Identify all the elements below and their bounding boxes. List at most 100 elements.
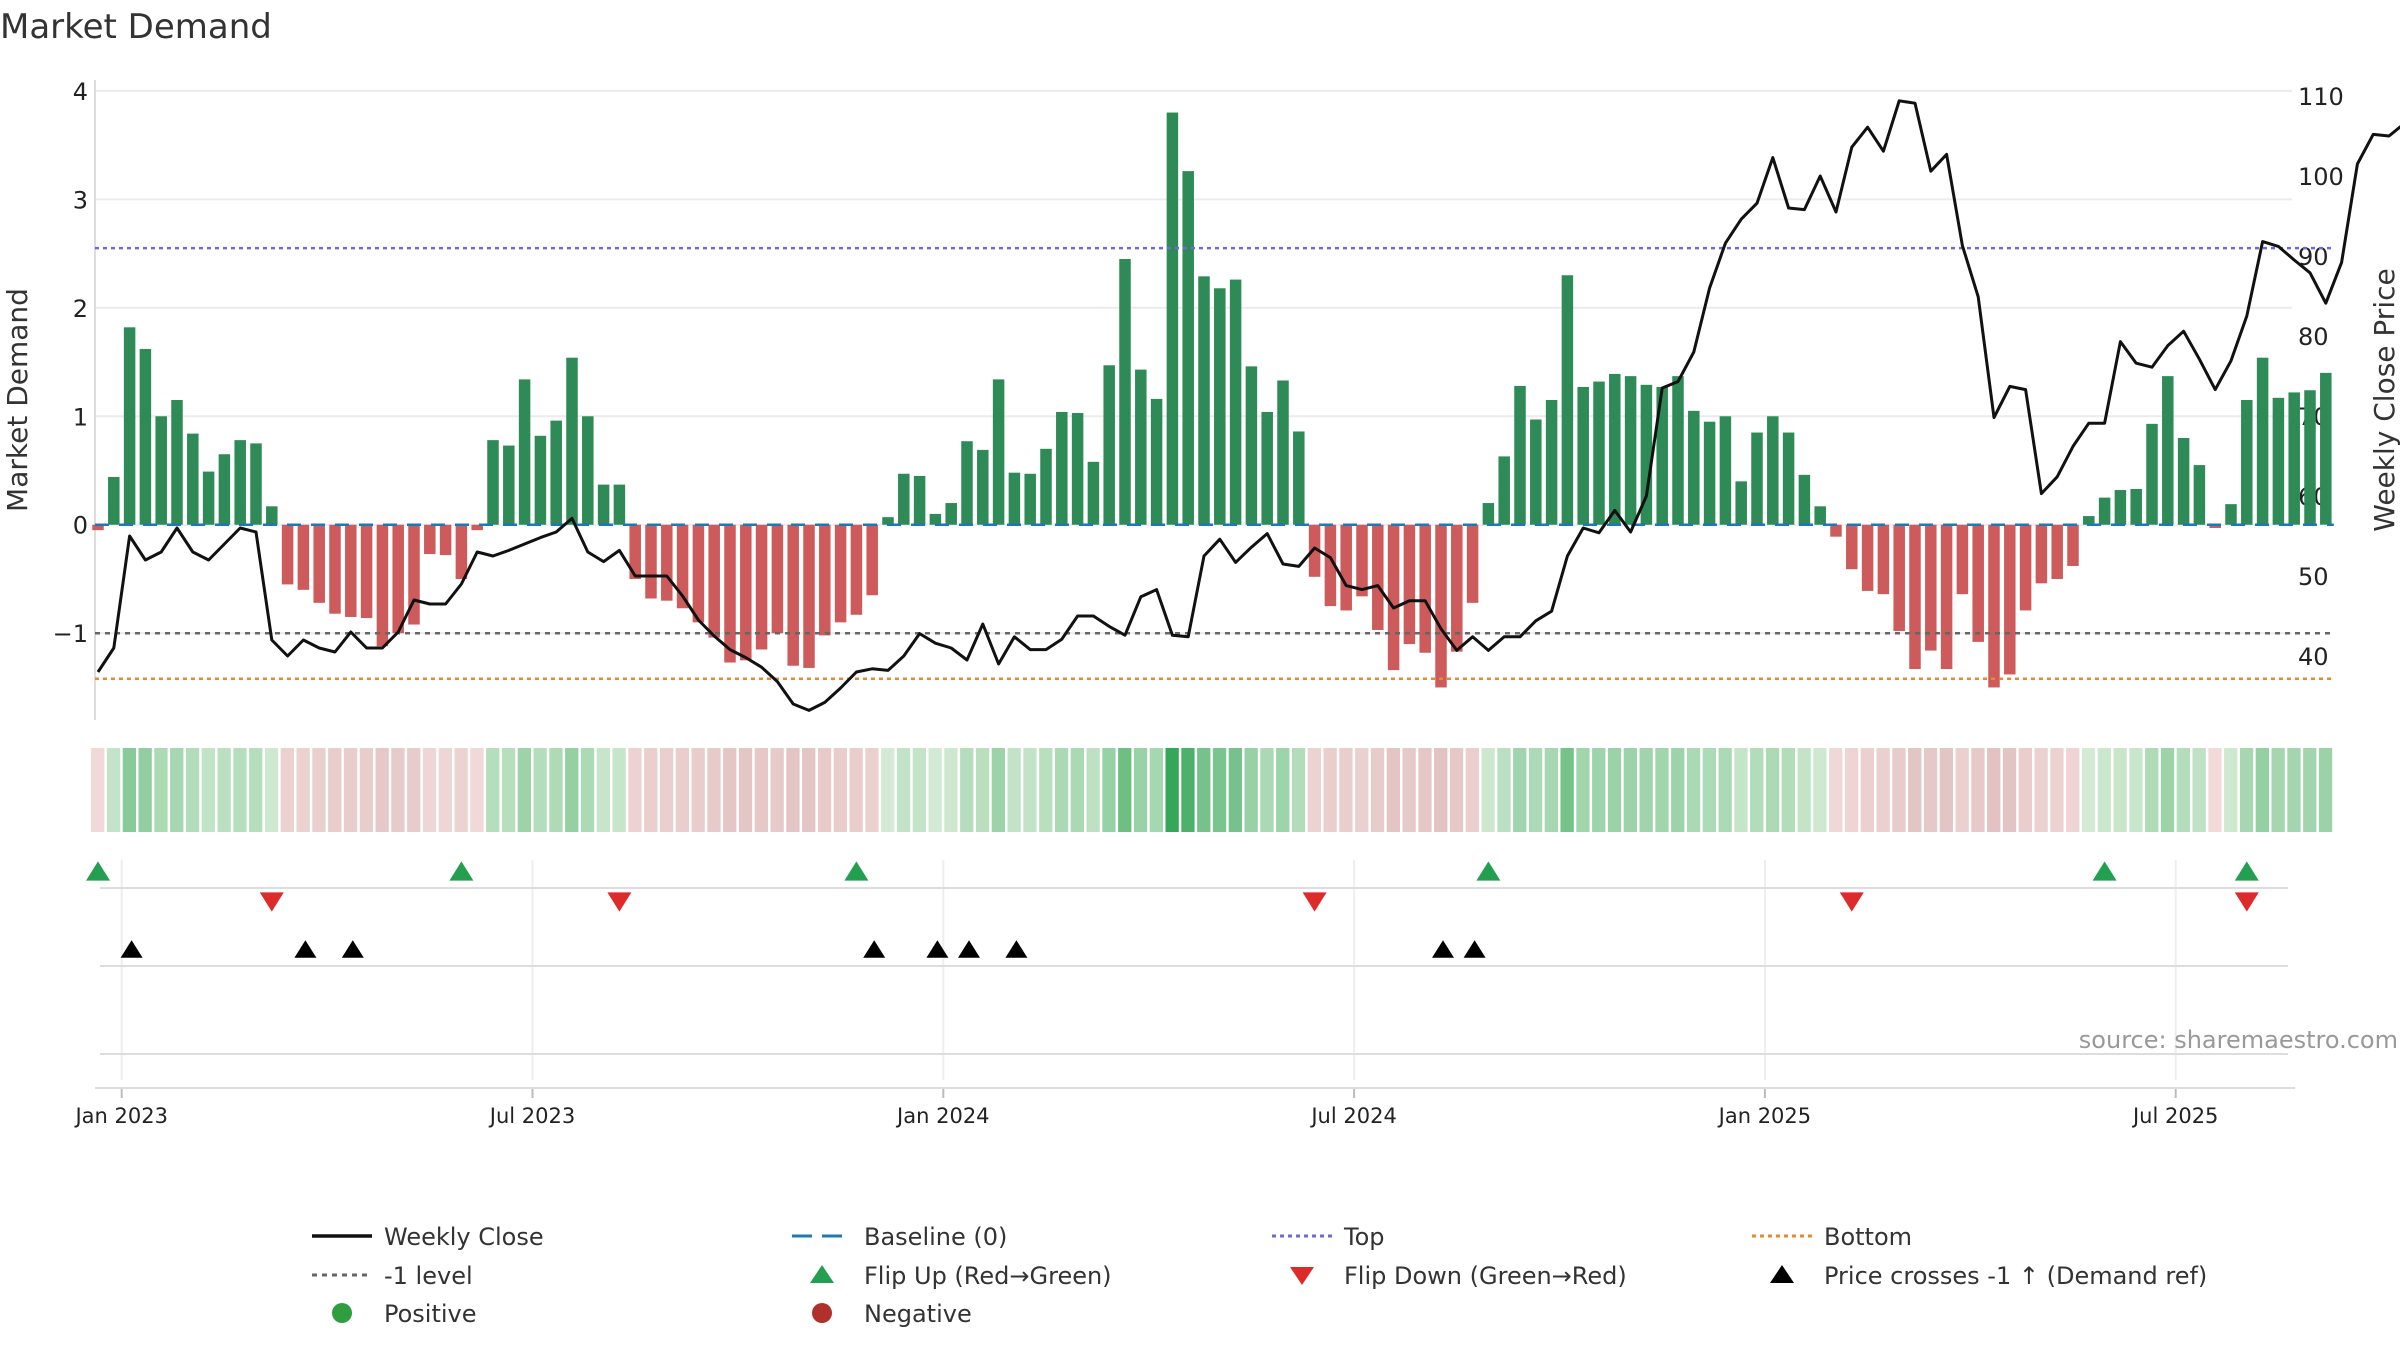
demand-bar <box>1435 524 1447 688</box>
heat-cell <box>185 748 200 832</box>
y-tick-label: 2 <box>73 295 88 323</box>
demand-bar <box>1261 411 1273 525</box>
demand-bar <box>2067 524 2079 566</box>
reference-lines <box>95 246 2334 681</box>
flip-up-marker <box>86 861 110 881</box>
heat-cell <box>1734 748 1748 832</box>
legend-item: Bottom <box>1752 1223 1912 1251</box>
demand-bar <box>424 524 436 555</box>
demand-bar <box>1008 472 1021 525</box>
x-tick-label: Jul 2024 <box>1309 1104 1396 1128</box>
heat-cell <box>2271 748 2285 832</box>
legend-item: Flip Down (Green→Red) <box>1290 1262 1627 1290</box>
heat-cell <box>896 748 911 832</box>
heat-cell <box>754 748 768 832</box>
demand-bar <box>2130 488 2142 525</box>
demand-bar <box>708 524 720 638</box>
heat-cell <box>1639 748 1653 832</box>
heat-cell <box>1892 748 1906 832</box>
heat-cell <box>2018 748 2032 832</box>
legend-item: Baseline (0) <box>792 1223 1007 1251</box>
demand-bar <box>1751 432 1763 525</box>
demand-bar <box>1814 506 1826 525</box>
legend-swatch <box>812 1303 832 1323</box>
demand-bar <box>471 524 483 531</box>
heat-cell <box>1370 748 1385 832</box>
heat-cell <box>170 748 184 832</box>
heat-cell <box>1054 748 1069 832</box>
demand-bar <box>2320 372 2332 525</box>
heat-cell <box>1086 748 1100 832</box>
flip-down-marker <box>259 892 284 912</box>
x-tick-label: Jan 2024 <box>895 1104 990 1128</box>
price-cross-marker <box>1432 940 1454 958</box>
demand-bar <box>1940 524 1953 670</box>
legend-label: Bottom <box>1824 1223 1912 1251</box>
demand-bar <box>2051 524 2063 579</box>
demand-bar <box>803 524 815 668</box>
legend-item: Flip Up (Red→Green) <box>810 1262 1112 1290</box>
demand-bar <box>1387 524 1400 671</box>
demand-bar <box>1324 524 1337 607</box>
heat-cell <box>249 748 263 832</box>
demand-bar <box>1498 456 1510 525</box>
demand-bar <box>1103 365 1115 525</box>
y-tick-label: 0 <box>73 512 88 540</box>
y2-tick-label: 50 <box>2298 563 2329 591</box>
heat-cell <box>865 748 879 832</box>
heat-cell <box>1355 748 1369 832</box>
demand-bar <box>218 454 231 525</box>
demand-bar <box>1214 288 1226 525</box>
demand-bar <box>1135 369 1147 525</box>
heat-cell <box>1244 748 1258 832</box>
demand-bar <box>1293 431 1305 525</box>
demand-bar <box>1403 524 1416 645</box>
demand-bar <box>234 440 246 525</box>
heat-cell <box>1544 748 1558 832</box>
heat-cell <box>1860 748 1874 832</box>
demand-bar <box>1782 432 1795 525</box>
demand-bar <box>1119 258 1131 525</box>
heat-cell <box>1102 748 1116 832</box>
demand-bar <box>250 443 262 525</box>
y-axis-ticks: 4 3 2 1 0 −1 <box>53 78 88 648</box>
demand-bar <box>1150 398 1163 525</box>
demand-bar <box>1277 380 1289 525</box>
heat-cell <box>723 748 737 832</box>
demand-bar <box>834 524 847 623</box>
demand-bar <box>1593 381 1605 525</box>
heat-cell <box>1291 748 1306 832</box>
demand-bar <box>977 449 989 525</box>
heat-cell <box>1276 748 1290 832</box>
y-axis-label: Market Demand <box>1 288 34 512</box>
heat-cell <box>486 748 500 832</box>
price-cross-marker <box>120 940 143 958</box>
demand-bar <box>2288 392 2300 525</box>
heat-cell <box>1228 748 1242 832</box>
heat-cell <box>975 748 990 832</box>
demand-bar <box>1545 400 1558 525</box>
demand-bar <box>439 524 452 556</box>
y-tick-label: 3 <box>73 186 88 214</box>
heat-cell <box>2192 748 2206 832</box>
demand-bar <box>787 524 799 666</box>
demand-bar <box>171 400 183 525</box>
demand-bar <box>2019 524 2032 611</box>
flip-down-marker <box>1302 892 1327 912</box>
demand-bar <box>945 503 957 525</box>
demand-bar <box>155 416 167 525</box>
heat-cell <box>2113 748 2127 832</box>
heat-cell <box>296 748 310 832</box>
y2-tick-label: 80 <box>2298 323 2329 351</box>
heat-cell <box>1197 748 1211 832</box>
demand-bar <box>408 524 420 625</box>
demand-bar <box>1308 524 1321 577</box>
heat-cell <box>1497 748 1511 832</box>
demand-bar <box>139 349 152 525</box>
demand-bar <box>676 524 689 609</box>
heat-cell <box>201 748 215 832</box>
demand-bar <box>1372 524 1384 630</box>
heat-cell <box>407 748 421 832</box>
demand-bar <box>2162 376 2174 525</box>
chart-title: Market Demand <box>0 7 272 47</box>
